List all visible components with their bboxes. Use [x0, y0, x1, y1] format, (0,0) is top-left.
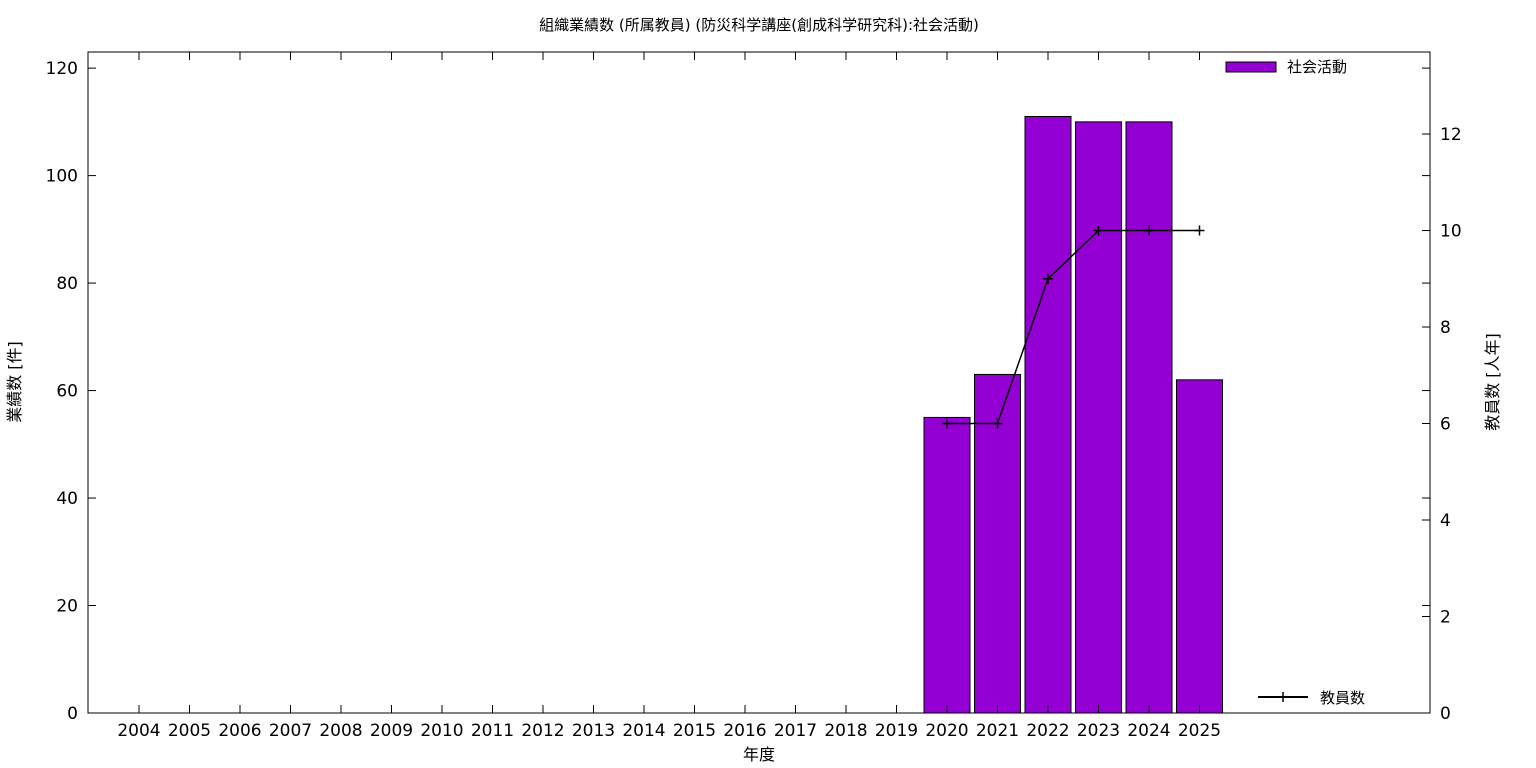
y2-axis-ticks: 0 2 4 6 8 10 12: [1422, 125, 1462, 724]
x-tick-label: 2023: [1077, 721, 1120, 741]
line-point-2022: [1043, 273, 1053, 284]
x-axis-ticks: 2004 2005 2006 2007 2008 2009 2010 2011 2012 2013…: [117, 52, 1221, 741]
line-point-2023: [1093, 225, 1104, 236]
y2-axis-label: 教員数 [人年]: [1483, 333, 1502, 431]
legend-bar-swatch: [1225, 61, 1277, 73]
x-tick-label: 2004: [117, 721, 160, 741]
x-tick-label: 2024: [1127, 721, 1170, 741]
bar-2025: [1176, 379, 1223, 714]
x-tick-label: 2018: [824, 721, 867, 741]
x-tick-label: 2021: [976, 721, 1019, 741]
x-tick-label: 2020: [925, 721, 968, 741]
x-tick-label: 2011: [471, 721, 514, 741]
x-tick-label: 2014: [622, 721, 665, 741]
x-tick-label: 2015: [673, 721, 716, 741]
x-tick-label: 2013: [572, 721, 615, 741]
bar-2022: [1024, 115, 1072, 714]
legend-bars: 社会活動: [1225, 58, 1347, 76]
x-tick-label: 2025: [1178, 721, 1221, 741]
x-tick-label: 2012: [521, 721, 564, 741]
line-point-2020: [942, 418, 952, 429]
bar-2023: [1075, 121, 1122, 714]
y2-tick-label: 2: [1440, 608, 1451, 628]
y-tick-label: 100: [46, 167, 78, 187]
legend-bar-label: 社会活動: [1287, 58, 1347, 76]
y-tick-label: 80: [56, 274, 78, 294]
x-tick-label: 2008: [319, 721, 362, 741]
bar-2024: [1125, 121, 1173, 714]
x-tick-label: 2009: [370, 721, 413, 741]
line-group: [942, 225, 1205, 429]
y-tick-label: 20: [56, 597, 78, 617]
y2-tick-label: 6: [1440, 415, 1451, 435]
bars-group: [923, 115, 1223, 714]
y-tick-label: 0: [67, 704, 78, 724]
legend-line: 教員数: [1258, 689, 1365, 707]
y-tick-label: 60: [56, 382, 78, 402]
y2-tick-label: 8: [1440, 318, 1451, 338]
line-point-2024: [1144, 225, 1154, 236]
y2-tick-label: 0: [1440, 704, 1451, 724]
y2-tick-label: 4: [1440, 511, 1451, 531]
y-tick-label: 120: [46, 59, 78, 79]
chart-title: 組織業績数 (所属教員) (防災科学講座(創成科学研究科):社会活動): [539, 16, 979, 34]
y-axis-ticks: 0 20 40 60 80 100 120: [46, 59, 1430, 724]
x-axis-label: 年度: [743, 745, 775, 764]
bar-2020: [923, 416, 971, 714]
y2-tick-label: 10: [1440, 222, 1462, 242]
bar-2021: [974, 373, 1021, 714]
line-point-2025: [1194, 225, 1205, 236]
x-tick-label: 2019: [875, 721, 918, 741]
x-tick-label: 2006: [218, 721, 261, 741]
teacher-count-line: [947, 229, 1200, 425]
x-tick-label: 2007: [269, 721, 312, 741]
legend-line-label: 教員数: [1320, 689, 1365, 707]
y-tick-label: 40: [56, 489, 78, 509]
plot-frame: [87, 51, 1431, 714]
line-point-2021: [992, 418, 1003, 429]
y2-tick-label: 12: [1440, 125, 1462, 145]
x-tick-label: 2010: [420, 721, 463, 741]
y-axis-label: 業績数 [件]: [5, 341, 24, 423]
x-tick-label: 2005: [168, 721, 211, 741]
x-tick-label: 2016: [723, 721, 766, 741]
x-tick-label: 2022: [1026, 721, 1069, 741]
x-tick-label: 2017: [774, 721, 817, 741]
